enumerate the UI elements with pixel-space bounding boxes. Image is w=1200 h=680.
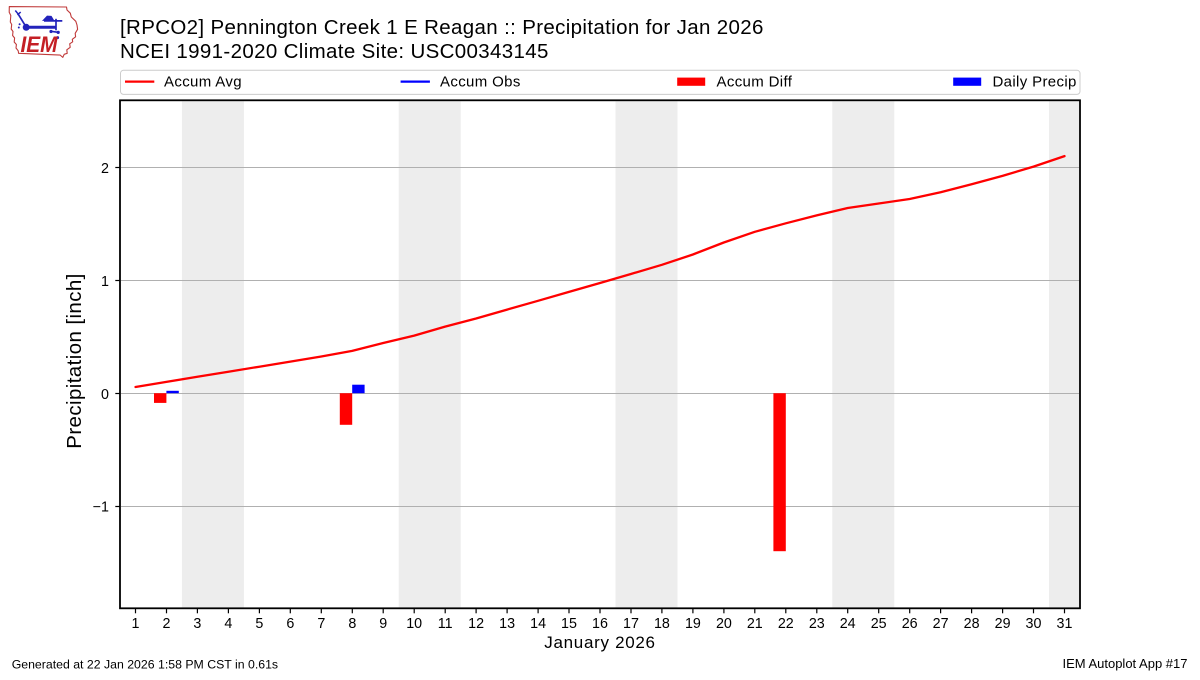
svg-text:January 2026: January 2026 xyxy=(544,633,655,652)
svg-text:2: 2 xyxy=(101,161,109,177)
svg-text:24: 24 xyxy=(840,616,856,632)
svg-text:7: 7 xyxy=(317,616,325,632)
svg-text:Daily Precip: Daily Precip xyxy=(993,74,1077,91)
svg-text:31: 31 xyxy=(1057,616,1073,632)
svg-text:Generated at 22 Jan 2026 1:58: Generated at 22 Jan 2026 1:58 PM CST in … xyxy=(12,657,278,671)
svg-text:3: 3 xyxy=(193,616,201,632)
svg-text:NCEI 1991-2020 Climate Site: U: NCEI 1991-2020 Climate Site: USC00343145 xyxy=(120,40,549,63)
svg-text:21: 21 xyxy=(747,616,763,632)
svg-text:20: 20 xyxy=(716,616,732,632)
svg-text:0: 0 xyxy=(101,387,109,403)
svg-text:23: 23 xyxy=(809,616,825,632)
svg-text:IEM: IEM xyxy=(21,32,59,57)
svg-text:25: 25 xyxy=(871,616,887,632)
svg-text:6: 6 xyxy=(286,616,294,632)
svg-text:2: 2 xyxy=(163,616,171,632)
svg-text:17: 17 xyxy=(623,616,639,632)
svg-text:Accum Diff: Accum Diff xyxy=(717,74,793,91)
svg-text:30: 30 xyxy=(1026,616,1042,632)
svg-text:28: 28 xyxy=(964,616,980,632)
svg-text:11: 11 xyxy=(438,616,453,632)
svg-text:14: 14 xyxy=(530,616,546,632)
svg-text:5: 5 xyxy=(255,616,263,632)
svg-text:1: 1 xyxy=(101,274,109,290)
svg-text:18: 18 xyxy=(654,616,670,632)
svg-text:12: 12 xyxy=(468,616,484,632)
svg-text:Accum Avg: Accum Avg xyxy=(164,74,242,91)
svg-text:[RPCO2] Pennington Creek 1 E R: [RPCO2] Pennington Creek 1 E Reagan :: P… xyxy=(120,16,764,39)
svg-text:10: 10 xyxy=(406,616,422,632)
svg-text:1: 1 xyxy=(132,616,140,632)
svg-text:29: 29 xyxy=(995,616,1011,632)
svg-text:IEM Autoplot App #17: IEM Autoplot App #17 xyxy=(1062,656,1187,671)
svg-text:Precipitation [inch]: Precipitation [inch] xyxy=(63,273,86,449)
svg-text:27: 27 xyxy=(933,616,949,632)
svg-text:Accum Obs: Accum Obs xyxy=(440,74,521,91)
svg-text:−1: −1 xyxy=(93,500,109,516)
svg-text:22: 22 xyxy=(778,616,794,632)
svg-text:16: 16 xyxy=(592,616,608,632)
svg-text:4: 4 xyxy=(224,616,232,632)
svg-text:15: 15 xyxy=(561,616,577,632)
svg-text:13: 13 xyxy=(499,616,515,632)
svg-text:9: 9 xyxy=(379,616,387,632)
svg-text:26: 26 xyxy=(902,616,918,632)
svg-text:8: 8 xyxy=(348,616,356,632)
svg-text:19: 19 xyxy=(685,616,701,632)
